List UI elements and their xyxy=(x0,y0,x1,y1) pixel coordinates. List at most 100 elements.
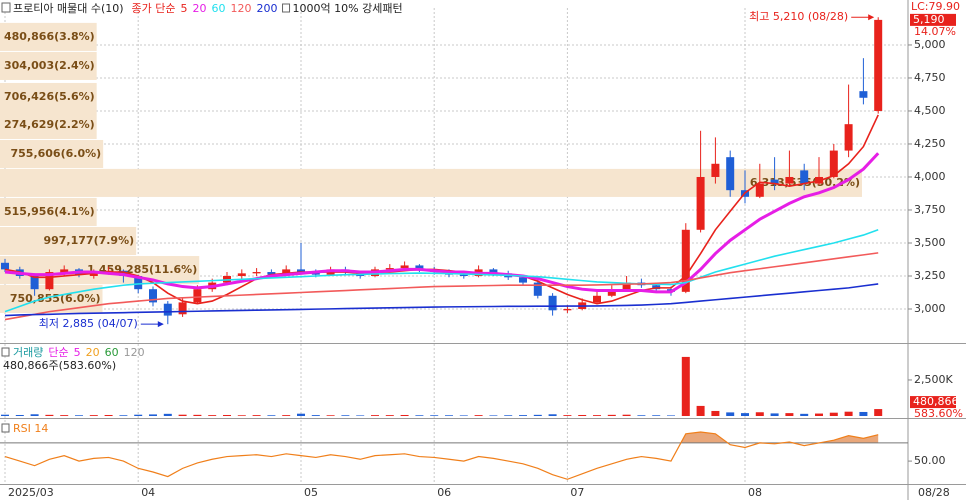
x-tick-label: 06 xyxy=(437,486,451,499)
volume-profile-bar xyxy=(0,51,97,80)
volume-bar xyxy=(563,415,572,416)
volume-bar xyxy=(311,415,320,416)
candle-body xyxy=(622,282,631,290)
volume-bar xyxy=(622,414,631,416)
y-tick-label: 4,000 xyxy=(914,170,946,183)
candle-body xyxy=(163,303,172,316)
volume-bar xyxy=(267,415,276,416)
volume-bar xyxy=(237,415,246,416)
candle-body xyxy=(385,268,394,270)
volume-bar xyxy=(385,415,394,416)
candle-body xyxy=(1,262,9,270)
volume-profile-label: 304,003(2.4%) xyxy=(4,59,95,72)
volume-bar xyxy=(637,415,646,416)
volume-bar xyxy=(282,415,291,416)
candle-body xyxy=(607,289,616,296)
volume-bar xyxy=(607,414,616,416)
volume-profile-bar xyxy=(0,197,97,226)
candle-body xyxy=(149,289,157,303)
volume-profile-label: 480,866(3.8%) xyxy=(4,30,95,43)
moving-average xyxy=(4,283,879,317)
volume-profile-bar xyxy=(0,139,104,169)
volume-bar xyxy=(859,411,868,416)
volume-bar xyxy=(519,415,527,416)
volume-bar xyxy=(134,414,143,416)
last-volume-label: 480,866 xyxy=(913,395,959,408)
volume-bar xyxy=(489,415,498,416)
moving-average xyxy=(4,229,879,313)
volume-bar xyxy=(770,413,779,416)
volume-profile-label: 755,606(6.0%) xyxy=(10,147,101,160)
rsi-line xyxy=(4,431,879,480)
legend-text: 60 xyxy=(212,2,226,15)
legend-text: 200 xyxy=(257,2,278,15)
x-tick-label: 04 xyxy=(141,486,155,499)
volume-bar xyxy=(548,414,557,416)
y-tick-label: 3,500 xyxy=(914,236,946,249)
candle-body xyxy=(193,289,202,303)
volume-bar xyxy=(474,415,483,416)
y-tick-label: 3,250 xyxy=(914,269,946,282)
volume-bar xyxy=(149,414,157,416)
candle-body xyxy=(282,269,291,275)
overbought-fill xyxy=(5,432,879,443)
last-price-label: 5,190 xyxy=(913,13,945,26)
volume-bar xyxy=(755,412,764,416)
legend-text: 60 xyxy=(105,346,119,359)
legend-text: 20 xyxy=(86,346,100,359)
volume-bar xyxy=(815,413,823,416)
volume-bar xyxy=(400,414,409,416)
candle-body xyxy=(770,179,779,184)
volume-bar xyxy=(1,414,9,416)
volume-profile-bar xyxy=(0,82,97,112)
legend-icon xyxy=(1,2,11,13)
volume-bar xyxy=(504,415,513,416)
candle-body xyxy=(726,157,735,191)
legend-text: 5 xyxy=(181,2,188,15)
candle-body xyxy=(60,269,69,274)
volume-profile-bar xyxy=(0,226,137,256)
y-tick-label: 3,000 xyxy=(914,302,946,315)
volume-bar xyxy=(445,415,453,416)
candle-body xyxy=(681,229,690,292)
volume-bar xyxy=(667,415,675,416)
legend-text: 20 xyxy=(193,2,207,15)
volume-bar xyxy=(652,415,661,416)
legend-icon xyxy=(282,3,291,13)
volume-ratio-label: 583.60% xyxy=(914,407,963,420)
volume-profile-label: 706,426(5.6%) xyxy=(4,90,95,103)
y-tick-label: 4,250 xyxy=(914,137,946,150)
volume-profile-bar xyxy=(0,110,97,139)
annotation-arrowhead xyxy=(868,14,875,21)
moving-average xyxy=(4,252,879,321)
volume-bar xyxy=(371,415,379,416)
volume-bar xyxy=(800,413,809,416)
candle-body xyxy=(829,150,838,177)
volume-bar xyxy=(415,415,424,416)
legend-text: 5 xyxy=(74,346,81,359)
volume-bar xyxy=(75,415,83,416)
legend-text: 종가 단순 xyxy=(132,2,176,15)
volume-bar xyxy=(578,414,587,416)
y-tick-label: 3,750 xyxy=(914,203,946,216)
volume-bar xyxy=(193,414,202,416)
volume-bar xyxy=(726,412,735,416)
volume-bar xyxy=(681,356,690,416)
volume-bar xyxy=(430,415,439,416)
last-price-tag xyxy=(910,13,956,26)
candle-body xyxy=(252,272,261,274)
volume-bar xyxy=(711,410,720,416)
volume-bar xyxy=(45,414,54,416)
x-tick-label: 05 xyxy=(304,486,318,499)
volume-bar xyxy=(178,414,187,416)
y-tick-label: 50.00 xyxy=(914,454,946,467)
x-tick-label: 08 xyxy=(748,486,762,499)
legend-text: 120 xyxy=(231,2,252,15)
volume-bar xyxy=(326,415,335,416)
volume-bar xyxy=(829,412,838,416)
volume-bar xyxy=(30,414,39,416)
volume-profile-label: 515,956(4.1%) xyxy=(4,205,95,218)
candle-body xyxy=(548,295,557,311)
volume-profile-bar xyxy=(0,22,97,51)
